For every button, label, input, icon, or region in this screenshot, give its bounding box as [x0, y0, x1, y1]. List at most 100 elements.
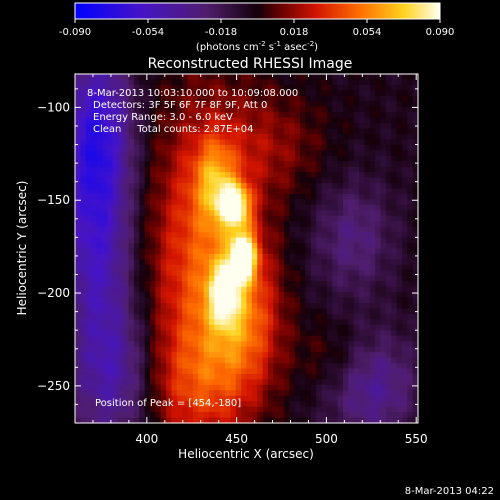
heatmap-cell	[257, 417, 264, 424]
heatmap-cell	[80, 341, 87, 348]
heatmap-cell	[182, 117, 189, 124]
heatmap-cell	[401, 243, 408, 250]
heatmap-cell	[273, 161, 280, 168]
heatmap-cell	[123, 308, 130, 315]
heatmap-cell	[225, 204, 232, 211]
heatmap-cell	[310, 210, 317, 217]
heatmap-cell	[192, 292, 199, 299]
heatmap-cell	[187, 373, 194, 380]
heatmap-cell	[160, 215, 167, 222]
heatmap-cell	[117, 412, 124, 419]
heatmap-cell	[407, 319, 414, 326]
heatmap-cell	[80, 248, 87, 255]
heatmap-cell	[112, 243, 119, 250]
heatmap-cell	[273, 401, 280, 408]
colorbar-tick-label: -0.054	[132, 27, 164, 38]
heatmap-cell	[85, 117, 92, 124]
heatmap-cell	[230, 303, 237, 310]
heatmap-cell	[364, 74, 371, 81]
heatmap-cell	[101, 292, 108, 299]
heatmap-cell	[203, 368, 210, 375]
heatmap-cell	[117, 248, 124, 255]
heatmap-cell	[107, 95, 114, 102]
heatmap-cell	[284, 101, 290, 108]
heatmap-cell	[203, 90, 210, 97]
heatmap-cell	[257, 248, 264, 255]
heatmap-cell	[176, 264, 183, 271]
heatmap-cell	[101, 226, 108, 233]
heatmap-cell	[214, 379, 221, 386]
heatmap-cell	[412, 319, 419, 326]
heatmap-cell	[96, 395, 103, 402]
heatmap-cell	[251, 144, 258, 151]
heatmap-cell	[385, 128, 392, 135]
heatmap-cell	[342, 417, 349, 424]
heatmap-cell	[219, 139, 226, 146]
heatmap-cell	[139, 275, 146, 282]
heatmap-cell	[107, 144, 114, 151]
heatmap-cell	[176, 95, 183, 102]
heatmap-cell	[225, 199, 232, 206]
heatmap-cell	[257, 270, 264, 277]
heatmap-cell	[160, 406, 167, 413]
heatmap-cell	[91, 406, 98, 413]
heatmap-cell	[171, 335, 178, 342]
heatmap-cell	[128, 335, 135, 342]
heatmap-cell	[342, 84, 349, 91]
heatmap-cell	[348, 74, 355, 81]
heatmap-cell	[241, 324, 248, 331]
heatmap-cell	[241, 79, 248, 86]
heatmap-cell	[107, 324, 114, 331]
heatmap-cell	[375, 417, 382, 424]
heatmap-cell	[117, 384, 124, 391]
heatmap-cell	[407, 357, 414, 364]
heatmap-cell	[187, 368, 194, 375]
heatmap-cell	[380, 275, 387, 282]
heatmap-cell	[133, 210, 140, 217]
heatmap-cell	[107, 90, 114, 97]
heatmap-cell	[203, 237, 210, 244]
heatmap-cell	[359, 275, 366, 282]
heatmap-cell	[284, 172, 290, 179]
heatmap-cell	[139, 286, 146, 293]
heatmap-cell	[123, 352, 130, 359]
heatmap-cell	[407, 183, 414, 190]
heatmap-cell	[144, 183, 151, 190]
heatmap-cell	[214, 346, 221, 353]
heatmap-cell	[203, 346, 210, 353]
heatmap-cell	[369, 259, 376, 266]
heatmap-cell	[251, 384, 258, 391]
heatmap-cell	[278, 248, 285, 255]
heatmap-cell	[85, 199, 92, 206]
heatmap-cell	[150, 324, 156, 331]
heatmap-cell	[353, 259, 360, 266]
heatmap-cell	[139, 292, 146, 299]
heatmap-cell	[155, 379, 162, 386]
heatmap-cell	[278, 384, 285, 391]
heatmap-cell	[294, 292, 301, 299]
heatmap-cell	[412, 303, 419, 310]
heatmap-cell	[353, 90, 360, 97]
heatmap-cell	[401, 95, 408, 102]
heatmap-cell	[391, 172, 398, 179]
heatmap-cell	[208, 417, 215, 424]
heatmap-cell	[160, 183, 167, 190]
heatmap-cell	[219, 368, 226, 375]
heatmap-cell	[101, 177, 108, 184]
heatmap-cell	[85, 161, 92, 168]
heatmap-cell	[310, 313, 317, 320]
heatmap-cell	[155, 79, 162, 86]
heatmap-cell	[187, 204, 194, 211]
heatmap-cell	[80, 384, 87, 391]
heatmap-cell	[133, 161, 140, 168]
heatmap-cell	[203, 281, 210, 288]
heatmap-cell	[321, 270, 328, 277]
heatmap-cell	[251, 123, 258, 130]
heatmap-cell	[332, 357, 339, 364]
heatmap-cell	[251, 155, 258, 162]
heatmap-cell	[75, 379, 81, 386]
heatmap-cell	[123, 341, 130, 348]
heatmap-cell	[289, 150, 296, 157]
heatmap-cell	[364, 204, 371, 211]
heatmap-cell	[219, 330, 226, 337]
